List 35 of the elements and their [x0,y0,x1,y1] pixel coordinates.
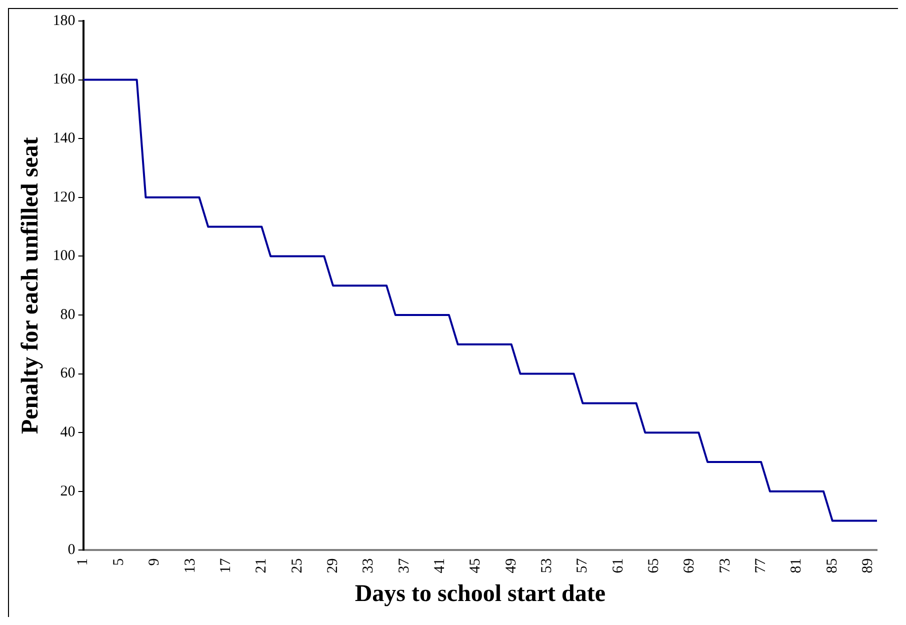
x-tick-label: 9 [146,558,163,566]
x-tick-label: 5 [110,558,127,566]
y-tick-label: 60 [60,366,76,382]
x-tick-label: 17 [218,558,234,574]
x-tick-label: 29 [324,558,341,574]
y-axis-title: Penalty for each unfilled seat [18,137,44,434]
x-tick-label: 41 [432,558,448,574]
x-tick-label: 77 [753,558,770,574]
y-tick-label: 20 [60,483,76,500]
x-axis-title: Days to school start date [354,580,606,607]
x-tick-label: 81 [788,558,805,574]
x-tick-label: 25 [289,558,306,574]
x-tick-label: 49 [503,558,520,574]
x-tick-label: 73 [717,558,734,574]
x-tick-label: 69 [682,558,698,574]
x-tick-label: 85 [824,558,840,574]
y-tick-label: 40 [60,424,76,441]
x-tick-label: 13 [182,558,198,574]
x-tick-label: 1 [75,558,92,566]
y-tick-label: 180 [52,12,76,29]
x-tick-label: 57 [574,558,591,574]
x-tick-label: 37 [396,558,412,574]
x-tick-label: 53 [538,558,555,574]
y-tick-label: 120 [52,189,76,206]
x-tick-label: 33 [360,558,377,574]
y-tick-label: 100 [52,248,76,264]
y-tick-label: 140 [52,130,76,147]
x-tick-label: 61 [610,558,626,574]
x-tick-label: 89 [860,558,876,574]
x-tick-label: 65 [646,558,662,574]
y-tick-label: 160 [52,72,76,88]
x-tick-label: 45 [468,558,484,574]
x-tick-label: 21 [254,558,270,574]
y-tick-label: 80 [60,306,76,323]
y-tick-label: 0 [68,542,76,558]
